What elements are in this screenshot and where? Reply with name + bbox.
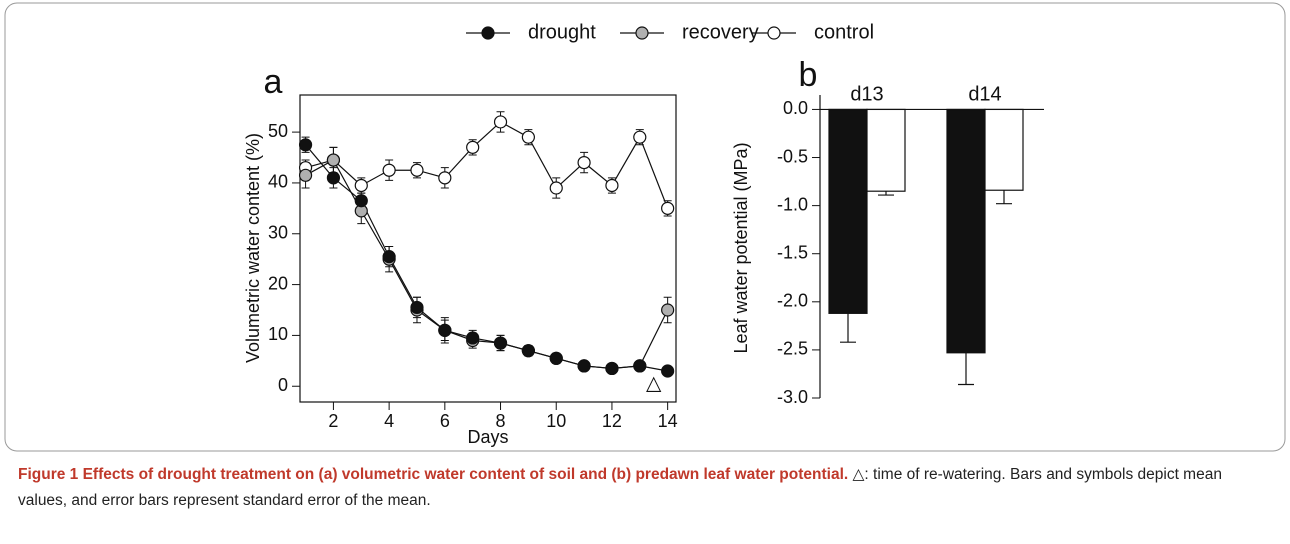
legend-marker: [767, 26, 781, 40]
y-axis-label: Leaf water potential (MPa): [731, 142, 751, 353]
marker: [661, 303, 675, 317]
legend-label: drought: [528, 21, 596, 43]
x-tick-label: 10: [546, 411, 566, 431]
category-label: d13: [850, 84, 883, 106]
y-tick-label: 0: [278, 375, 288, 395]
annotation: △: [646, 373, 662, 395]
error-bar: [996, 190, 1012, 205]
marker: [354, 194, 368, 208]
marker: [521, 344, 535, 358]
x-tick-label: 14: [658, 411, 678, 431]
marker: [326, 171, 341, 185]
marker: [410, 163, 424, 177]
legend-marker: [635, 26, 649, 40]
marker: [661, 364, 675, 378]
y-tick-label: 40: [268, 172, 288, 192]
y-tick-label: 10: [268, 324, 288, 344]
marker: [410, 300, 424, 315]
bar: [828, 108, 868, 314]
frame: [4, 2, 1286, 452]
marker: [549, 181, 563, 195]
marker: [326, 153, 341, 167]
marker: [438, 171, 452, 185]
caption-text: △: time of re-watering. Bars and symbols…: [18, 466, 1222, 509]
marker: [661, 201, 675, 215]
marker: [466, 140, 480, 154]
legend-label: recovery: [682, 21, 759, 43]
error-bar: [958, 352, 974, 386]
legend-label: control: [814, 21, 874, 43]
marker: [438, 323, 452, 337]
y-axis-label: Volumetric water content (%): [243, 133, 263, 363]
marker: [298, 138, 313, 152]
marker: [605, 178, 619, 193]
marker: [605, 361, 619, 376]
marker: [354, 178, 368, 193]
panel-label: b: [799, 56, 818, 94]
y-tick-label: 20: [268, 273, 288, 293]
marker: [298, 168, 313, 182]
caption-title: Figure 1 Effects of drought treatment on…: [18, 466, 849, 483]
caption: Figure 1 Effects of drought treatment on…: [18, 462, 1268, 514]
marker: [633, 130, 647, 144]
marker: [577, 156, 591, 170]
bar: [946, 108, 986, 354]
series-line: [305, 144, 668, 372]
figure: a b Days Volumetric water content (%) Le…: [4, 2, 1286, 452]
marker: [382, 163, 396, 177]
bar: [866, 108, 906, 192]
marker: [493, 336, 508, 350]
y-tick-label: -0.5: [777, 146, 808, 166]
marker: [549, 351, 563, 365]
y-tick-label: -2.0: [777, 291, 808, 311]
marker: [577, 359, 591, 373]
y-tick-label: -3.0: [777, 387, 808, 407]
x-tick-label: 2: [328, 411, 338, 431]
marker: [493, 115, 508, 129]
x-tick-label: 12: [602, 411, 622, 431]
x-tick-label: 8: [496, 411, 506, 431]
x-tick-label: 6: [440, 411, 450, 431]
x-axis-label: Days: [467, 427, 508, 447]
error-bar: [878, 191, 894, 196]
x-tick-label: 4: [384, 411, 394, 431]
y-tick-label: 0.0: [783, 98, 808, 118]
marker: [633, 359, 647, 373]
y-tick-label: -1.0: [777, 194, 808, 214]
marker: [521, 130, 535, 144]
category-label: d14: [968, 84, 1001, 106]
y-tick-label: 30: [268, 223, 288, 243]
y-tick-label: -2.5: [777, 339, 808, 359]
plot-frame: [299, 94, 677, 403]
y-tick-label: 50: [268, 121, 288, 141]
error-bar: [840, 313, 856, 343]
y-tick-label: -1.5: [777, 242, 808, 262]
legend-marker: [481, 26, 495, 40]
marker: [466, 331, 480, 345]
panel-label: a: [264, 63, 283, 101]
marker: [382, 250, 396, 264]
bar: [984, 108, 1024, 191]
